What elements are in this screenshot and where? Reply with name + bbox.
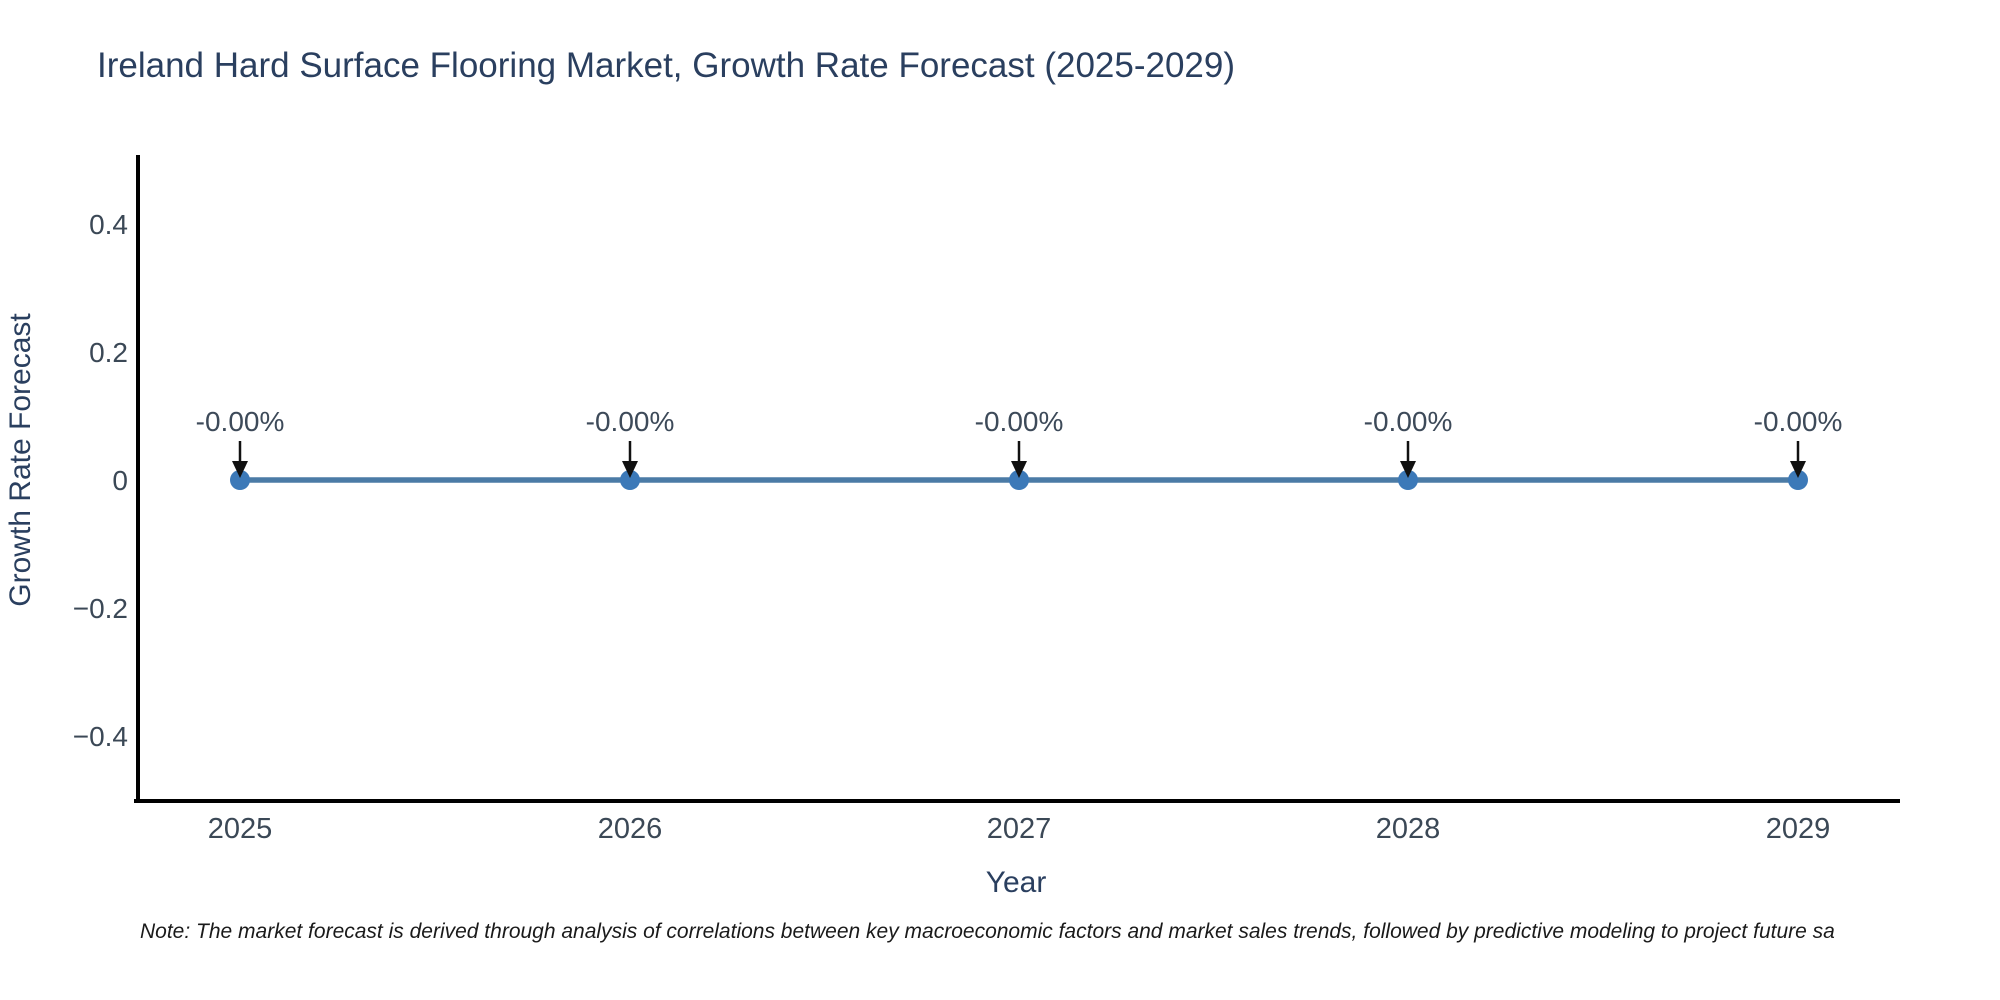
annotation-2026: -0.00% <box>586 406 675 478</box>
y-tick-0.2: 0.2 <box>89 337 128 368</box>
annotation-2027: -0.00% <box>975 406 1064 478</box>
arrow-down-icon <box>232 461 248 478</box>
y-tick-0: 0 <box>112 465 128 496</box>
annotation-label: -0.00% <box>196 406 285 437</box>
y-tick-labels: 0.4 0.2 0 −0.2 −0.4 <box>73 209 128 752</box>
annotation-label: -0.00% <box>1754 406 1843 437</box>
x-tick-2027: 2027 <box>987 813 1052 845</box>
arrow-down-icon <box>1011 461 1027 478</box>
x-tick-2026: 2026 <box>598 813 663 845</box>
data-point-2028 <box>1398 470 1418 490</box>
data-point-2027 <box>1009 470 1029 490</box>
annotation-2029: -0.00% <box>1754 406 1843 478</box>
y-axis-title: Growth Rate Forecast <box>4 313 37 607</box>
series-markers <box>230 470 1808 490</box>
y-tick-neg0.4: −0.4 <box>73 721 128 752</box>
x-tick-2025: 2025 <box>208 813 273 845</box>
data-point-2025 <box>230 470 250 490</box>
arrow-down-icon <box>1790 461 1806 478</box>
arrow-down-icon <box>1400 461 1416 478</box>
x-tick-labels: 2025 2026 2027 2028 2029 <box>208 813 1831 845</box>
annotation-label: -0.00% <box>1364 406 1453 437</box>
annotation-label: -0.00% <box>586 406 675 437</box>
x-tick-2029: 2029 <box>1766 813 1831 845</box>
chart-title: Ireland Hard Surface Flooring Market, Gr… <box>97 46 1235 85</box>
footnote: Note: The market forecast is derived thr… <box>140 920 1835 943</box>
x-tick-2028: 2028 <box>1376 813 1441 845</box>
x-axis-title: Year <box>986 866 1047 899</box>
y-tick-neg0.2: −0.2 <box>73 593 128 624</box>
annotation-label: -0.00% <box>975 406 1064 437</box>
arrow-down-icon <box>622 461 638 478</box>
data-point-2026 <box>620 470 640 490</box>
data-point-2029 <box>1788 470 1808 490</box>
annotation-2025: -0.00% <box>196 406 285 478</box>
annotation-2028: -0.00% <box>1364 406 1453 478</box>
y-tick-0.4: 0.4 <box>89 209 128 240</box>
